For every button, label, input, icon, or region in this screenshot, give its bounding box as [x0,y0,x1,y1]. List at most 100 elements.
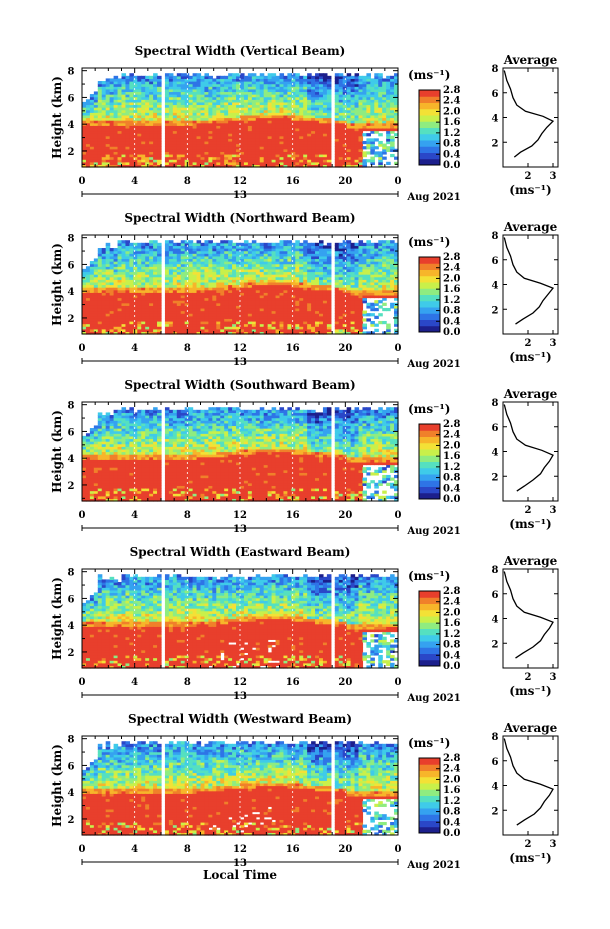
y-tick-label: 6 [68,594,75,605]
x-tick-label: 0 [395,510,402,521]
colorbar-band [419,96,440,103]
colorbar-band [419,492,440,500]
colorbar-band [419,152,440,160]
colorbar-tick-label: 2.8 [443,419,460,430]
x-tick-label: 20 [338,677,352,688]
colorbar-tick-label: 0.4 [443,650,460,661]
y-tick-label: 6 [68,761,75,772]
colorbar-tick-label: 0.4 [443,149,460,160]
y-axis-label: Height (km) [50,76,64,159]
colorbar-tick-label: 0.0 [443,661,460,672]
x-tick-label: 0 [395,176,402,187]
panel-1: Spectral Width (Vertical Beam) 2 4 6 8 Height… [50,44,559,203]
colorbar-frame [418,757,441,834]
x-tick-label: 0 [395,677,402,688]
y-tick-label: 2 [68,815,75,826]
colorbar-band [419,140,440,147]
x-tick-label: 20 [338,844,352,855]
colorbar-band [419,121,440,128]
colorbar-tick-label: 1.2 [443,295,460,306]
average-y-tick-label: 8 [492,231,499,242]
panel-title: Spectral Width (Westward Beam) [128,712,352,726]
y-tick-label: 8 [68,234,75,245]
colorbar-tick-label: 0.8 [443,306,460,317]
colorbar-band [419,133,440,141]
colorbar-band [419,622,440,629]
average-frame [502,234,559,335]
date-label: 13 [233,190,247,201]
colorbar-band [419,659,440,667]
x-tick-label: 0 [395,844,402,855]
y-tick-label: 4 [68,621,75,632]
colorbar-tick-label: 0.0 [443,828,460,839]
x-tick-label: 12 [233,677,247,688]
average-x-tick-label: 3 [550,505,557,516]
colorbar-band [419,263,440,270]
colorbar-tick-label: 2.8 [443,252,460,263]
average-x-label: (ms⁻¹) [509,517,551,531]
colorbar: 0.00.40.81.21.62.02.42.8 (ms⁻¹) [408,569,460,672]
x-tick-label: 8 [184,844,191,855]
colorbar-band [419,603,440,611]
average-x-tick-label: 3 [550,338,557,349]
x-tick-label: 8 [184,677,191,688]
colorbar-tick-label: 0.8 [443,640,460,651]
average-x-tick-label: 3 [550,839,557,850]
x-tick-label: 16 [286,677,300,688]
colorbar-band [419,282,440,289]
colorbar-tick-label: 0.0 [443,160,460,171]
colorbar-tick-label: 1.6 [443,284,460,295]
colorbar-tick-label: 2.0 [443,273,460,284]
x-tick-label: 0 [79,677,86,688]
colorbar-tick-label: 2.4 [443,597,460,608]
colorbar-tick-label: 1.2 [443,629,460,640]
x-tick-label: 16 [286,176,300,187]
date-label: 13 [233,691,247,702]
colorbar-band [419,275,440,283]
colorbar-band [419,820,440,828]
x-tick-label: 8 [184,343,191,354]
y-tick-label: 8 [68,67,75,78]
month-year-label: Aug 2021 [406,359,460,370]
colorbar-band [419,814,440,821]
average-y-tick-label: 8 [492,398,499,409]
average-x-label: (ms⁻¹) [509,350,551,364]
colorbar-band [419,288,440,295]
y-tick-label: 4 [68,287,75,298]
average-y-tick-label: 6 [492,423,499,434]
colorbar-tick-label: 1.6 [443,117,460,128]
colorbar-band [419,474,440,481]
average-x-tick-label: 2 [525,839,532,850]
average-title: Average [503,721,558,735]
colorbar-band [419,480,440,487]
y-axis-label: Height (km) [50,744,64,827]
x-tick-label: 16 [286,510,300,521]
colorbar-band [419,269,440,277]
average-y-tick-label: 8 [492,565,499,576]
y-tick-label: 6 [68,260,75,271]
average-x-label: (ms⁻¹) [509,684,551,698]
colorbar-band [419,115,440,122]
average-x-tick-label: 2 [525,672,532,683]
average-profile: Average 2 4 6 8 2 3(ms⁻¹) [492,220,559,364]
average-y-tick-label: 2 [492,639,499,650]
y-tick-label: 4 [68,788,75,799]
y-axis-label: Height (km) [50,577,64,660]
colorbar-tick-label: 0.4 [443,483,460,494]
colorbar-band [419,591,440,598]
colorbar-band [419,616,440,623]
colorbar-tick-label: 2.0 [443,106,460,117]
heatmap-field [82,240,399,335]
colorbar-tick-label: 0.8 [443,807,460,818]
colorbar-band [419,461,440,469]
colorbar-tick-label: 0.8 [443,473,460,484]
average-frame [502,401,559,502]
colorbar-tick-label: 1.2 [443,462,460,473]
x-axis-title: Local Time [203,868,277,882]
colorbar-frame [418,423,441,500]
y-tick-label: 4 [68,120,75,131]
y-tick-label: 2 [68,481,75,492]
date-label: 13 [233,357,247,368]
colorbar-tick-label: 1.2 [443,796,460,807]
colorbar-unit: (ms⁻¹) [408,569,450,583]
